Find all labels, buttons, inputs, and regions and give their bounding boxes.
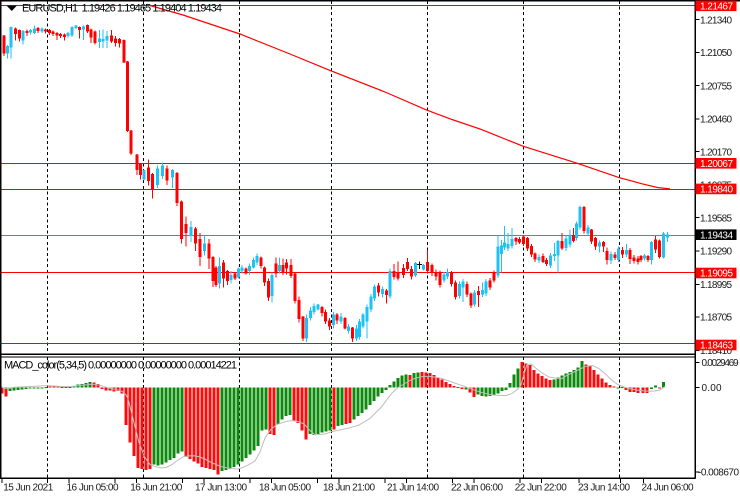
svg-text:18 Jun 21:00: 18 Jun 21:00 — [323, 483, 375, 494]
svg-text:-0.008670: -0.008670 — [698, 468, 739, 479]
svg-text:1.18410: 1.18410 — [700, 346, 732, 357]
svg-text:1.21050: 1.21050 — [700, 48, 732, 59]
svg-text:1.18705: 1.18705 — [700, 313, 732, 324]
svg-text:24 Jun 06:00: 24 Jun 06:00 — [642, 483, 694, 494]
svg-text:1.19434: 1.19434 — [700, 230, 733, 241]
svg-text:1.20755: 1.20755 — [700, 81, 732, 92]
svg-text:1.19290: 1.19290 — [700, 247, 732, 258]
svg-text:16 Jun 21:00: 16 Jun 21:00 — [130, 483, 182, 494]
svg-text:1.18463: 1.18463 — [700, 341, 733, 352]
svg-text:1.20460: 1.20460 — [700, 115, 732, 126]
svg-text:1.19585: 1.19585 — [700, 213, 732, 224]
svg-text:1.20067: 1.20067 — [700, 159, 733, 170]
svg-text:22 Jun 06:00: 22 Jun 06:00 — [451, 483, 503, 494]
svg-text:1.21340: 1.21340 — [700, 15, 732, 26]
svg-text:22 Jun 22:00: 22 Jun 22:00 — [515, 483, 567, 494]
svg-text:23 Jun 14:00: 23 Jun 14:00 — [578, 483, 630, 494]
svg-text:17 Jun 13:00: 17 Jun 13:00 — [195, 483, 247, 494]
svg-text:1.19840: 1.19840 — [700, 185, 733, 196]
svg-text:0.0029469: 0.0029469 — [702, 358, 739, 369]
svg-text:16 Jun 05:00: 16 Jun 05:00 — [67, 483, 119, 494]
svg-text:18 Jun 05:00: 18 Jun 05:00 — [259, 483, 311, 494]
svg-text:1.21467: 1.21467 — [700, 1, 733, 12]
svg-text:MACD_color(5,34,5) 0.00000000: MACD_color(5,34,5) 0.00000000 0.00000000… — [4, 359, 237, 371]
svg-text:1.20170: 1.20170 — [700, 147, 732, 158]
svg-text:1.18995: 1.18995 — [700, 280, 732, 291]
svg-text:21 Jun 14:00: 21 Jun 14:00 — [387, 483, 439, 494]
svg-text:1.19095: 1.19095 — [700, 269, 733, 280]
svg-text:EURUSD,H1 1.19426 1.19465 1.1: EURUSD,H1 1.19426 1.19465 1.19404 1.1943… — [22, 3, 222, 15]
svg-text:15 Jun 2021: 15 Jun 2021 — [3, 483, 53, 494]
svg-text:0.00: 0.00 — [702, 383, 722, 394]
